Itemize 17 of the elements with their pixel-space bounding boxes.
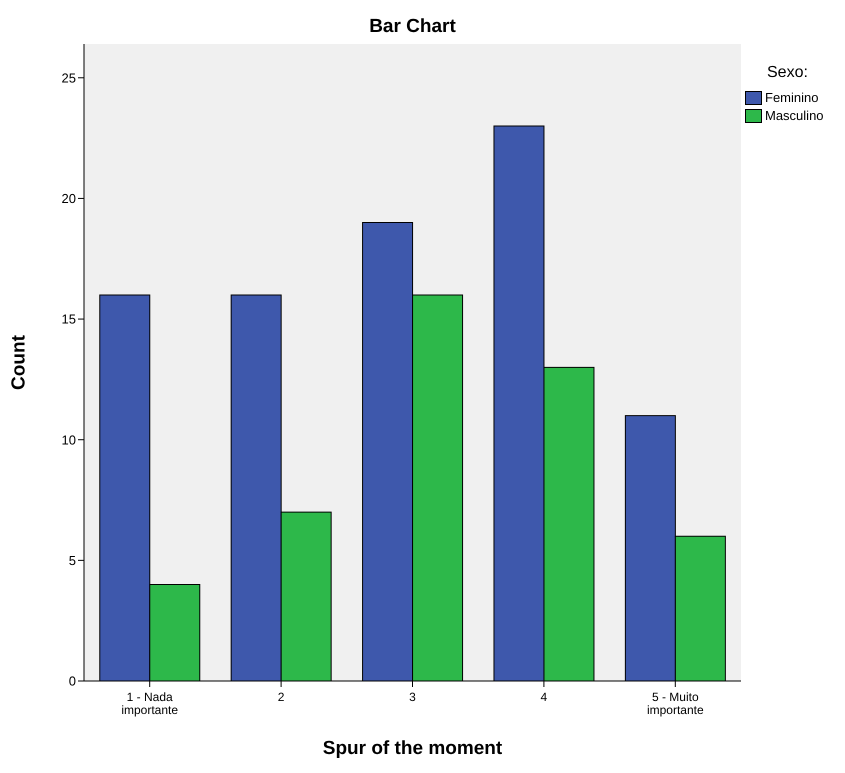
- x-tick-label: 5 - Muito importante: [646, 690, 704, 717]
- y-tick-label: 25: [62, 70, 76, 86]
- legend-title: Sexo:: [767, 64, 809, 82]
- x-axis-title: Spur of the moment: [322, 738, 504, 760]
- legend-label: Masculino: [765, 108, 824, 123]
- x-tick-label: 2: [278, 690, 285, 704]
- y-axis-title: Count: [8, 334, 30, 390]
- x-tick-label: 3: [409, 690, 416, 704]
- y-tick-label: 0: [68, 674, 76, 689]
- y-tick-label: 10: [62, 432, 76, 448]
- x-tick-label: 1 - Nada importante: [121, 690, 178, 717]
- legend-label: Feminino: [765, 90, 818, 105]
- y-tick-label: 5: [68, 552, 76, 568]
- y-tick-label: 20: [62, 191, 76, 206]
- chart-title: Bar Chart: [368, 16, 457, 38]
- x-tick-label: 4: [540, 690, 548, 704]
- y-tick-label: 15: [62, 312, 76, 327]
